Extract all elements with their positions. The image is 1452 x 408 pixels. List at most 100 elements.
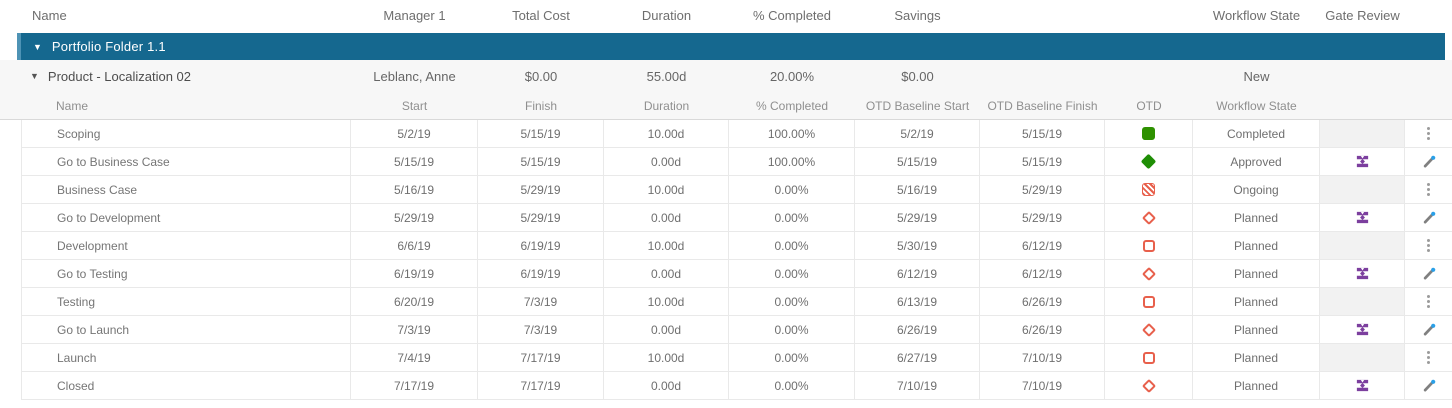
finish-cell[interactable]: 7/17/19: [478, 372, 604, 400]
row-action-cell[interactable]: [1405, 120, 1452, 148]
pct-completed-cell[interactable]: 0.00%: [729, 260, 855, 288]
column-header-gate-review[interactable]: Gate Review: [1325, 7, 1400, 23]
start-cell[interactable]: 7/17/19: [351, 372, 478, 400]
workflow-state-cell[interactable]: Planned: [1193, 232, 1320, 260]
row-menu-icon[interactable]: [1427, 295, 1430, 308]
task-name-cell[interactable]: Go to Development: [21, 204, 351, 232]
duration-cell[interactable]: 0.00d: [604, 316, 729, 344]
pct-completed-cell[interactable]: 0.00%: [729, 288, 855, 316]
start-cell[interactable]: 7/4/19: [351, 344, 478, 372]
workflow-state-cell[interactable]: Planned: [1193, 316, 1320, 344]
duration-cell[interactable]: 10.00d: [604, 120, 729, 148]
task-name-cell[interactable]: Development: [21, 232, 351, 260]
edit-pencil-icon[interactable]: [1421, 210, 1437, 226]
row-action-cell[interactable]: [1405, 316, 1452, 344]
start-cell[interactable]: 6/6/19: [351, 232, 478, 260]
pct-completed-cell[interactable]: 0.00%: [729, 204, 855, 232]
column-header-duration[interactable]: Duration: [641, 7, 692, 23]
row-action-cell[interactable]: [1405, 260, 1452, 288]
otd-baseline-start-cell[interactable]: 5/30/19: [855, 232, 980, 260]
collapse-caret-icon[interactable]: ▼: [30, 71, 39, 81]
gate-review-icon[interactable]: [1355, 378, 1370, 393]
gate-review-cell[interactable]: [1320, 260, 1405, 288]
gate-review-cell[interactable]: [1320, 204, 1405, 232]
duration-cell[interactable]: 0.00d: [604, 372, 729, 400]
gate-review-icon[interactable]: [1355, 322, 1370, 337]
row-action-cell[interactable]: [1405, 288, 1452, 316]
row-action-cell[interactable]: [1405, 204, 1452, 232]
row-action-cell[interactable]: [1405, 232, 1452, 260]
workflow-state-cell[interactable]: Planned: [1193, 344, 1320, 372]
row-action-cell[interactable]: [1405, 372, 1452, 400]
product-duration[interactable]: 55.00d: [646, 68, 687, 84]
duration-cell[interactable]: 10.00d: [604, 176, 729, 204]
gate-review-cell[interactable]: [1320, 372, 1405, 400]
otd-baseline-finish-cell[interactable]: 6/26/19: [980, 316, 1105, 344]
column-header-pct-completed[interactable]: % Completed: [752, 7, 832, 23]
start-cell[interactable]: 6/20/19: [351, 288, 478, 316]
start-cell[interactable]: 6/19/19: [351, 260, 478, 288]
otd-baseline-start-cell[interactable]: 5/2/19: [855, 120, 980, 148]
portfolio-folder-row[interactable]: ▼ Portfolio Folder 1.1: [17, 33, 1445, 60]
product-savings[interactable]: $0.00: [901, 68, 934, 84]
pct-completed-cell[interactable]: 100.00%: [729, 120, 855, 148]
finish-cell[interactable]: 5/15/19: [478, 148, 604, 176]
duration-cell[interactable]: 10.00d: [604, 344, 729, 372]
otd-baseline-start-cell[interactable]: 6/26/19: [855, 316, 980, 344]
workflow-state-cell[interactable]: Planned: [1193, 372, 1320, 400]
task-name-cell[interactable]: Scoping: [21, 120, 351, 148]
workflow-state-cell[interactable]: Approved: [1193, 148, 1320, 176]
otd-baseline-start-cell[interactable]: 5/29/19: [855, 204, 980, 232]
otd-baseline-finish-cell[interactable]: 6/12/19: [980, 232, 1105, 260]
workflow-state-cell[interactable]: Planned: [1193, 260, 1320, 288]
otd-baseline-start-cell[interactable]: 6/13/19: [855, 288, 980, 316]
gate-review-cell[interactable]: [1320, 316, 1405, 344]
task-name-cell[interactable]: Go to Testing: [21, 260, 351, 288]
row-menu-icon[interactable]: [1427, 239, 1430, 252]
duration-cell[interactable]: 0.00d: [604, 148, 729, 176]
finish-cell[interactable]: 7/3/19: [478, 316, 604, 344]
workflow-state-cell[interactable]: Planned: [1193, 288, 1320, 316]
workflow-state-cell[interactable]: Ongoing: [1193, 176, 1320, 204]
gate-review-icon[interactable]: [1355, 154, 1370, 169]
edit-pencil-icon[interactable]: [1421, 322, 1437, 338]
duration-cell[interactable]: 10.00d: [604, 232, 729, 260]
row-menu-icon[interactable]: [1427, 127, 1430, 140]
otd-baseline-start-cell[interactable]: 5/15/19: [855, 148, 980, 176]
finish-cell[interactable]: 6/19/19: [478, 232, 604, 260]
collapse-caret-icon[interactable]: ▼: [33, 41, 42, 52]
otd-baseline-finish-cell[interactable]: 7/10/19: [980, 372, 1105, 400]
edit-pencil-icon[interactable]: [1421, 378, 1437, 394]
finish-cell[interactable]: 5/15/19: [478, 120, 604, 148]
task-name-cell[interactable]: Go to Launch: [21, 316, 351, 344]
workflow-state-cell[interactable]: Planned: [1193, 204, 1320, 232]
duration-cell[interactable]: 10.00d: [604, 288, 729, 316]
gate-review-icon[interactable]: [1355, 266, 1370, 281]
finish-cell[interactable]: 6/19/19: [478, 260, 604, 288]
finish-cell[interactable]: 7/17/19: [478, 344, 604, 372]
otd-baseline-finish-cell[interactable]: 6/12/19: [980, 260, 1105, 288]
task-name-cell[interactable]: Go to Business Case: [21, 148, 351, 176]
otd-baseline-finish-cell[interactable]: 5/29/19: [980, 176, 1105, 204]
row-action-cell[interactable]: [1405, 176, 1452, 204]
product-total-cost[interactable]: $0.00: [524, 68, 558, 84]
pct-completed-cell[interactable]: 0.00%: [729, 176, 855, 204]
finish-cell[interactable]: 5/29/19: [478, 204, 604, 232]
column-header-workflow-state[interactable]: Workflow State: [1212, 7, 1301, 23]
otd-baseline-start-cell[interactable]: 5/16/19: [855, 176, 980, 204]
otd-baseline-finish-cell[interactable]: 5/15/19: [980, 148, 1105, 176]
otd-baseline-finish-cell[interactable]: 6/26/19: [980, 288, 1105, 316]
start-cell[interactable]: 5/29/19: [351, 204, 478, 232]
otd-baseline-finish-cell[interactable]: 5/29/19: [980, 204, 1105, 232]
product-manager[interactable]: Leblanc, Anne: [373, 68, 456, 84]
pct-completed-cell[interactable]: 100.00%: [729, 148, 855, 176]
finish-cell[interactable]: 7/3/19: [478, 288, 604, 316]
edit-pencil-icon[interactable]: [1421, 266, 1437, 282]
otd-baseline-finish-cell[interactable]: 7/10/19: [980, 344, 1105, 372]
start-cell[interactable]: 5/2/19: [351, 120, 478, 148]
row-menu-icon[interactable]: [1427, 183, 1430, 196]
start-cell[interactable]: 5/15/19: [351, 148, 478, 176]
workflow-state-cell[interactable]: Completed: [1193, 120, 1320, 148]
finish-cell[interactable]: 5/29/19: [478, 176, 604, 204]
otd-baseline-start-cell[interactable]: 7/10/19: [855, 372, 980, 400]
